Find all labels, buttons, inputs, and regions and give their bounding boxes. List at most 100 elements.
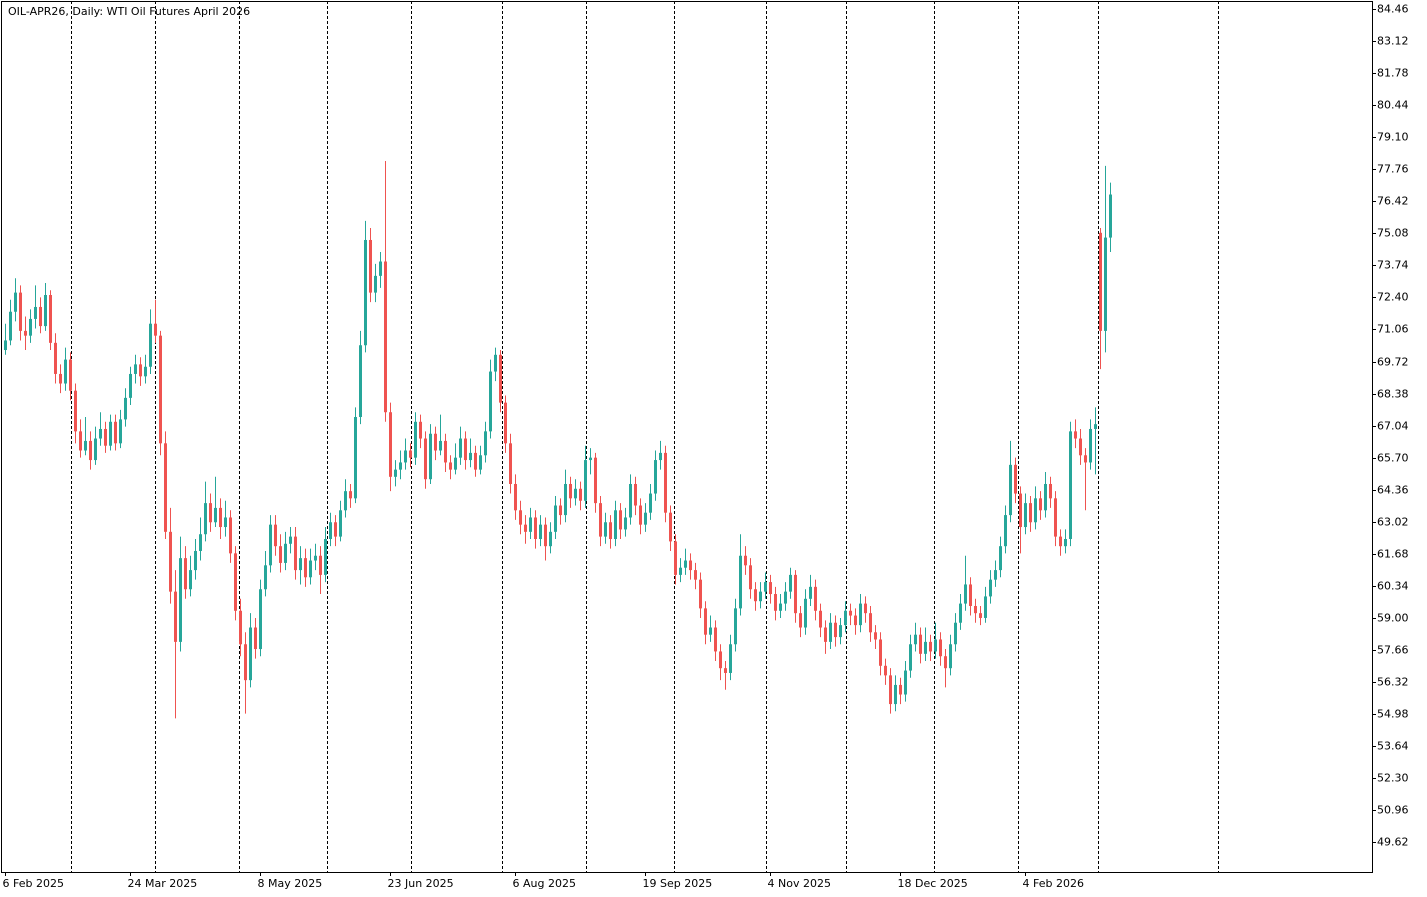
candle-body <box>674 541 677 575</box>
candle-body <box>989 579 992 597</box>
candle-body <box>874 632 877 640</box>
candle-body <box>314 555 317 561</box>
chart-title: OIL-APR26, Daily: WTI Oil Futures April … <box>8 5 250 18</box>
candle-body <box>414 421 417 458</box>
candle-body <box>349 491 352 499</box>
candle-body <box>754 589 757 602</box>
candle-body <box>224 517 227 528</box>
candle-body <box>134 364 137 374</box>
candle-body <box>919 634 922 654</box>
x-tick-label: 19 Sep 2025 <box>643 877 713 890</box>
candle-body <box>894 684 897 705</box>
candle-body <box>259 589 262 650</box>
candle-body <box>359 345 362 418</box>
candle-body <box>859 603 862 626</box>
y-tick-label: 76.42 <box>1377 195 1409 208</box>
y-tick-label: 75.08 <box>1377 227 1409 240</box>
candle-body <box>619 510 622 530</box>
candle-body <box>664 452 667 513</box>
candle-body <box>189 570 192 590</box>
candle-body <box>464 438 467 461</box>
candle-body <box>329 522 332 540</box>
candle-body <box>379 261 382 276</box>
candle-body <box>514 483 517 511</box>
candle-body <box>374 275 377 293</box>
candle-body <box>924 641 927 654</box>
candle-body <box>969 584 972 606</box>
candle-body <box>334 522 337 537</box>
candle-body <box>834 622 837 638</box>
y-tick-label: 63.02 <box>1377 516 1409 529</box>
candle-body <box>424 438 427 480</box>
candle-body <box>949 644 952 669</box>
candle-body <box>1009 464 1012 516</box>
candle-body <box>694 570 697 580</box>
candle-body <box>54 342 57 374</box>
candle-body <box>679 567 682 575</box>
candle-body <box>519 510 522 525</box>
candle-body <box>849 610 852 616</box>
y-tick-label: 80.44 <box>1377 99 1409 112</box>
candle-body <box>129 373 132 398</box>
x-tick-label: 8 May 2025 <box>258 877 323 890</box>
candle-body <box>884 665 887 676</box>
y-tick-label: 64.36 <box>1377 484 1409 497</box>
candle-body <box>534 517 537 540</box>
y-tick-label: 52.30 <box>1377 772 1409 785</box>
candle-body <box>74 390 77 432</box>
y-tick-label: 49.62 <box>1377 836 1409 849</box>
candle-body <box>779 603 782 611</box>
candle-body <box>909 644 912 671</box>
candle-body <box>104 428 107 446</box>
candle-body <box>494 354 497 372</box>
candle-body <box>959 603 962 623</box>
candle-body <box>579 488 582 501</box>
candle-body <box>364 239 367 346</box>
candle-body <box>59 373 62 384</box>
candle-body <box>854 615 857 626</box>
candle-body <box>29 318 32 336</box>
candle-body <box>1014 464 1017 494</box>
candle-body <box>174 591 177 642</box>
candle-body <box>634 483 637 506</box>
y-tick-label: 59.00 <box>1377 612 1409 625</box>
candle-body <box>149 323 152 367</box>
candle-body <box>99 428 102 439</box>
candle-body <box>124 397 127 420</box>
y-tick-label: 67.04 <box>1377 420 1409 433</box>
candle-body <box>544 524 547 547</box>
candle-body <box>289 536 292 544</box>
candle-body <box>879 639 882 666</box>
candle-body <box>184 558 187 590</box>
x-tick-label: 18 Dec 2025 <box>898 877 968 890</box>
candle-body <box>389 412 392 477</box>
candle-body <box>869 613 872 633</box>
y-tick-label: 65.70 <box>1377 452 1409 465</box>
candle-body <box>904 670 907 695</box>
candle-body <box>614 510 617 540</box>
candle-body <box>324 539 327 575</box>
candle-body <box>739 555 742 609</box>
candle-body <box>4 340 7 351</box>
candle-body <box>604 522 607 537</box>
candle-body <box>239 610 242 645</box>
candle-body <box>19 292 22 331</box>
candle-body <box>469 452 472 461</box>
candle-body <box>279 546 282 563</box>
candle-body <box>734 608 737 645</box>
candle-body <box>214 507 217 523</box>
candle-body <box>119 419 122 444</box>
x-tick-label: 24 Mar 2025 <box>128 877 198 890</box>
candle-body <box>24 330 27 336</box>
candle-body <box>1084 455 1087 463</box>
candle-body <box>1034 498 1037 523</box>
candle-body <box>899 684 902 695</box>
candle-body <box>794 574 797 614</box>
y-tick-label: 83.12 <box>1377 35 1409 48</box>
candle-body <box>489 371 492 432</box>
candle-body <box>409 450 412 458</box>
candle-body <box>979 613 982 618</box>
candle-body <box>169 531 172 592</box>
candle-body <box>274 524 277 547</box>
candle-body <box>559 505 562 516</box>
